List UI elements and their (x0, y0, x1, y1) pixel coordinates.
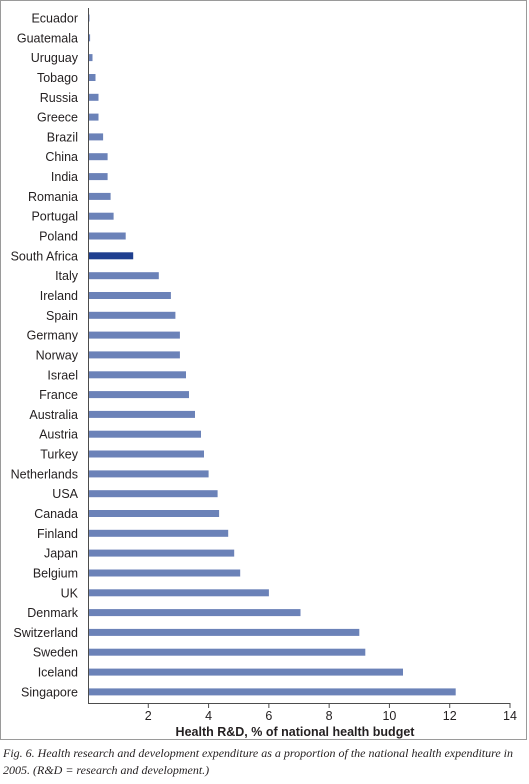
category-label-spain: Spain (46, 309, 78, 323)
bar-france (88, 391, 189, 399)
category-label-sweden: Sweden (33, 646, 78, 660)
bar-china (88, 153, 108, 161)
bar-spain (88, 311, 176, 319)
category-label-ecuador: Ecuador (31, 12, 78, 26)
bar-italy (88, 272, 159, 280)
category-label-iceland: Iceland (38, 666, 78, 680)
bar-chart: Ecuador Guatemala Uruguay Tobago Russia Greec… (11, 8, 517, 739)
category-label-austria: Austria (39, 428, 78, 442)
bar-iceland (88, 668, 403, 676)
x-axis-title: Health R&D, % of national health budget (176, 725, 416, 739)
bar-japan (88, 549, 235, 557)
category-label-portugal: Portugal (31, 210, 78, 224)
bar-usa (88, 490, 218, 498)
category-label-belgium: Belgium (33, 567, 78, 581)
x-axis-ticks: 2 4 6 8 10 12 14 (145, 703, 517, 723)
x-tick-label-14: 14 (503, 709, 517, 723)
bar-belgium (88, 569, 241, 577)
category-label-usa: USA (52, 487, 78, 501)
bar-switzerland (88, 628, 360, 636)
bar-turkey (88, 450, 204, 458)
bar-india (88, 173, 108, 181)
category-label-tobago: Tobago (37, 71, 78, 85)
figure-caption: Fig. 6. Health research and development … (3, 746, 514, 777)
category-label-germany: Germany (27, 329, 79, 343)
category-label-switzerland: Switzerland (13, 626, 78, 640)
x-tick-label-8: 8 (326, 709, 333, 723)
category-label-china: China (45, 150, 78, 164)
bar-singapore (88, 688, 456, 696)
category-label-australia: Australia (29, 408, 78, 422)
category-label-turkey: Turkey (40, 448, 78, 462)
bar-canada (88, 510, 220, 517)
category-label-brazil: Brazil (47, 130, 78, 144)
category-label-uruguay: Uruguay (31, 51, 79, 65)
bar-finland (88, 529, 229, 537)
category-label-denmark: Denmark (27, 606, 78, 620)
category-label-finland: Finland (37, 527, 78, 541)
bar-israel (88, 371, 186, 379)
bar-tobago (88, 74, 96, 81)
category-label-uk: UK (61, 586, 79, 600)
category-label-greece: Greece (37, 111, 78, 125)
category-label-south-africa: South Africa (11, 249, 78, 263)
bar-south-africa (88, 252, 134, 260)
bar-germany (88, 331, 180, 339)
x-tick-label-2: 2 (145, 709, 152, 723)
bar-brazil (88, 133, 104, 141)
category-label-israel: Israel (47, 368, 78, 382)
x-tick-label-10: 10 (382, 709, 396, 723)
bar-portugal (88, 212, 114, 220)
category-label-romania: Romania (28, 190, 78, 204)
category-label-italy: Italy (55, 269, 79, 283)
bars-group (88, 14, 456, 696)
bar-denmark (88, 609, 301, 617)
x-tick-label-4: 4 (205, 709, 212, 723)
category-label-japan: Japan (44, 547, 78, 561)
category-label-france: France (39, 388, 78, 402)
category-label-ireland: Ireland (40, 289, 78, 303)
bar-poland (88, 232, 126, 240)
category-label-russia: Russia (40, 91, 78, 105)
x-tick-label-6: 6 (265, 709, 272, 723)
bar-romania (88, 192, 111, 200)
category-label-canada: Canada (34, 507, 78, 521)
category-label-india: India (51, 170, 78, 184)
bar-australia (88, 410, 195, 418)
x-tick-label-12: 12 (443, 709, 457, 723)
category-label-singapore: Singapore (21, 685, 78, 699)
bar-sweden (88, 648, 366, 656)
category-labels: Ecuador Guatemala Uruguay Tobago Russia Greec… (11, 12, 79, 700)
category-label-guatemala: Guatemala (17, 31, 78, 45)
category-label-netherlands: Netherlands (11, 467, 78, 481)
category-label-norway: Norway (36, 348, 79, 362)
bar-greece (88, 113, 99, 121)
bar-uk (88, 589, 269, 597)
chart-frame (0, 0, 527, 740)
bar-guatemala (88, 34, 91, 42)
bar-netherlands (88, 470, 209, 478)
bar-uruguay (88, 54, 93, 62)
bar-ireland (88, 292, 171, 299)
bar-austria (88, 430, 201, 438)
category-label-poland: Poland (39, 230, 78, 244)
bar-norway (88, 351, 180, 359)
bar-russia (88, 93, 99, 101)
